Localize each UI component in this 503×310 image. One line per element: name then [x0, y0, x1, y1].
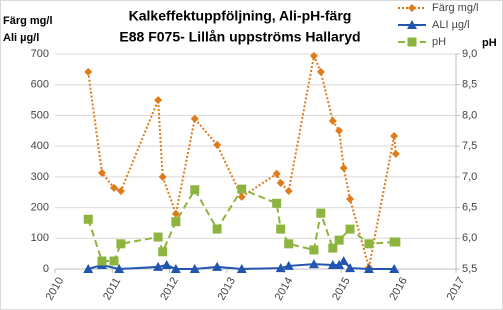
point — [97, 168, 106, 177]
point — [213, 140, 222, 149]
point — [327, 260, 338, 270]
point — [190, 114, 199, 123]
point — [212, 224, 222, 234]
point — [308, 259, 319, 269]
point — [170, 264, 181, 273]
legend-label: Färg mg/l — [432, 2, 478, 14]
point — [390, 132, 399, 141]
y2-axis-title: pH — [482, 37, 497, 49]
y2-tick-label: 7,0 — [462, 171, 477, 183]
point — [272, 198, 282, 208]
point — [284, 239, 294, 249]
point — [237, 192, 246, 201]
point — [275, 263, 286, 273]
point — [158, 172, 167, 181]
chart-title: E88 F075- Lillån uppströms Hallaryd — [119, 29, 360, 45]
y2-tick-label: 9,0 — [462, 48, 477, 60]
point — [389, 264, 400, 273]
point — [316, 67, 325, 76]
point — [158, 247, 168, 257]
point — [283, 260, 294, 270]
point — [116, 186, 125, 195]
y-tick-label: 500 — [31, 109, 49, 121]
point — [189, 264, 200, 273]
y-tick-label: 200 — [31, 201, 49, 213]
point — [364, 239, 374, 249]
point — [276, 179, 285, 187]
chart-title: Kalkeffektuppföljning, Ali-pH-färg — [129, 8, 352, 24]
point — [237, 184, 247, 194]
y-tick-label: 400 — [31, 140, 49, 152]
y-tick-label: 300 — [31, 171, 49, 183]
point — [109, 256, 119, 266]
point — [309, 245, 319, 255]
point — [316, 208, 326, 218]
legend-marker — [408, 4, 416, 12]
point — [212, 261, 223, 271]
y2-tick-label: 8,5 — [462, 79, 477, 91]
point — [345, 263, 356, 273]
point — [190, 185, 200, 195]
point — [83, 214, 93, 224]
point — [328, 116, 337, 125]
point — [346, 194, 355, 203]
point — [276, 224, 286, 234]
point — [272, 169, 281, 178]
point — [236, 264, 247, 273]
legend-marker — [407, 20, 417, 29]
point — [116, 239, 126, 249]
y-axis-title: Färg mg/l — [3, 15, 53, 27]
point — [84, 67, 93, 76]
point — [334, 235, 344, 245]
point — [154, 96, 163, 105]
point — [161, 260, 172, 270]
y2-tick-label: 6,0 — [462, 232, 477, 244]
point — [83, 264, 94, 273]
legend-marker — [407, 37, 417, 47]
y2-tick-label: 6,5 — [462, 201, 477, 213]
legend-label: ALI µg/l — [432, 19, 470, 31]
point — [110, 183, 119, 192]
y2-tick-label: 8,0 — [462, 109, 477, 121]
y2-tick-label: 5,5 — [462, 263, 477, 275]
point — [328, 243, 338, 253]
point — [309, 51, 318, 60]
legend-label: pH — [432, 36, 446, 48]
point — [391, 149, 400, 158]
point — [114, 264, 125, 273]
y-tick-label: 700 — [31, 48, 49, 60]
point — [171, 209, 180, 218]
point — [153, 232, 163, 242]
point — [391, 237, 401, 247]
y-tick-label: 0 — [43, 263, 49, 275]
point — [153, 261, 164, 271]
point — [363, 264, 374, 273]
series-line — [87, 52, 397, 268]
point — [338, 256, 349, 266]
y2-tick-label: 7,5 — [462, 140, 477, 152]
point — [345, 224, 355, 234]
point — [171, 217, 181, 227]
point — [339, 163, 348, 172]
y-tick-label: 100 — [31, 232, 49, 244]
y-tick-label: 600 — [31, 79, 49, 91]
point — [335, 126, 344, 135]
point — [97, 256, 107, 266]
point — [284, 186, 293, 195]
y-axis-title: Ali µg/l — [3, 32, 39, 44]
